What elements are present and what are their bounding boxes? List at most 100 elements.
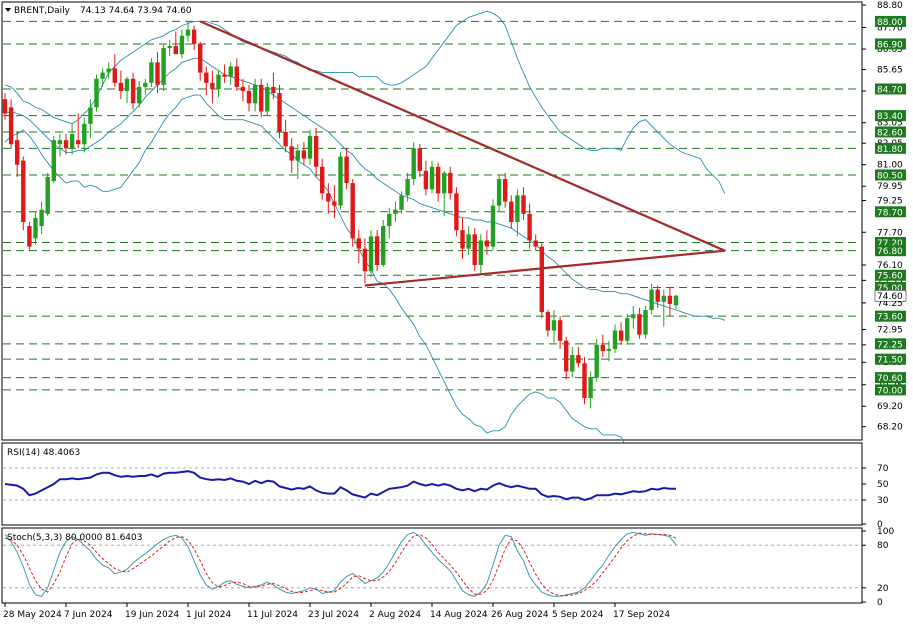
price-tick-label: 79.95: [877, 182, 903, 192]
candle-body-down: [472, 234, 477, 266]
candle-body-down: [344, 156, 349, 184]
level-tag: [875, 353, 906, 365]
candle-body-up: [429, 166, 435, 190]
price-tick-label: 81.00: [877, 161, 903, 171]
candle-body-down: [289, 146, 294, 161]
candle-body-down: [448, 172, 453, 194]
level-tag-label: 72.25: [877, 340, 903, 350]
price-tick-label: 76.10: [877, 261, 903, 271]
rsi-axis: 70 50 30 0: [862, 464, 889, 530]
last-price-tag: [874, 289, 907, 302]
date-tick-label: 23 Jul 2024: [308, 610, 359, 620]
candle-body-down: [240, 86, 246, 92]
candle-body-up: [88, 107, 93, 124]
candle-body-up: [551, 320, 557, 331]
rsi-tick-label: 50: [877, 480, 889, 490]
candle-body-up: [399, 195, 404, 210]
candle-body-up: [100, 72, 105, 79]
candle-body-up: [612, 330, 618, 349]
candle-body-up: [216, 74, 221, 89]
price-tick-label: 69.20: [877, 402, 903, 412]
candle-body-down: [155, 62, 160, 85]
candle-body-up: [490, 205, 496, 247]
stoch-tick-label: 0: [877, 598, 883, 608]
candle-body-up: [496, 179, 502, 206]
level-tag-label: 82.60: [877, 128, 903, 138]
date-tick-label: 1 Jul 2024: [186, 610, 231, 620]
price-tick-label: 74.25: [877, 299, 903, 309]
collapse-triangle-icon[interactable]: [5, 8, 11, 12]
candle-body-down: [8, 107, 14, 145]
candle-body-down: [545, 312, 551, 331]
stoch-axis: 100 80 20 0: [862, 527, 894, 608]
main-panel: 88.8087.7086.6585.6584.6083.0582.0581.00…: [1, 1, 907, 481]
level-tag: [875, 15, 906, 27]
level-tag-label: 73.60: [877, 313, 903, 323]
level-tag-label: 84.70: [877, 85, 903, 95]
stoch-signal-line: [4, 532, 677, 597]
date-tick-label: 14 Aug 2024: [430, 610, 488, 620]
candle-body-down: [618, 330, 624, 341]
main-panel-frame: [1, 1, 863, 441]
stoch-panel: 100 80 20 0 Stoch(5,3,3) 80.0000 81.6403: [1, 527, 894, 608]
candle-body-down: [204, 72, 209, 83]
level-tag-label: 88.00: [877, 18, 903, 28]
candle-body-down: [667, 295, 673, 304]
level-tag-label: 78.70: [877, 208, 903, 218]
bb-middle-line: [4, 57, 725, 321]
level-tag: [875, 38, 906, 50]
candle-body-down: [320, 166, 325, 194]
price-tick-label: 86.65: [877, 45, 903, 55]
candle-body-up: [185, 29, 191, 36]
candle-body-down: [350, 183, 355, 239]
candle-body-down: [2, 99, 8, 114]
trendline: [364, 249, 725, 287]
level-tag: [875, 372, 906, 384]
stoch-tick-label: 80: [877, 541, 889, 551]
candle-body-up: [625, 318, 630, 341]
candle-body-down: [246, 91, 252, 104]
level-tag-label: 70.60: [877, 374, 903, 384]
level-tag-label: 75.60: [877, 272, 903, 282]
candle-body-up: [265, 86, 270, 112]
candle-body-down: [259, 84, 264, 112]
candle-body-up: [368, 236, 374, 272]
candle-body-down: [222, 74, 227, 77]
level-tag: [875, 126, 906, 138]
main-title-group: BRENT,Daily 74.13 74.64 73.94 74.60: [5, 6, 192, 16]
candle-body-up: [631, 314, 636, 319]
trendlines: [199, 20, 726, 287]
price-tick-label: 85.65: [877, 66, 903, 76]
stoch-lines: [4, 531, 677, 597]
rsi-panel: 70 50 30 0 RSI(14) 48.4063: [1, 442, 889, 530]
candle-body-down: [118, 82, 124, 92]
level-tag: [875, 169, 906, 181]
candle-body-up: [594, 344, 599, 378]
rsi-tick-label: 70: [877, 464, 889, 474]
price-tick-label: 68.20: [877, 423, 903, 433]
price-axis: 88.8087.7086.6585.6584.6083.0582.0581.00…: [862, 1, 907, 433]
level-tag: [875, 142, 906, 154]
candle-body-up: [149, 62, 154, 83]
candle-body-up: [161, 48, 166, 85]
candle-body-up: [143, 82, 148, 87]
level-tag-label: 71.50: [877, 356, 903, 366]
candle-body-up: [51, 140, 56, 182]
candle-body-down: [326, 193, 331, 202]
candle-body-down: [21, 160, 26, 223]
candle-body-down: [527, 213, 532, 241]
rsi-guides: [3, 467, 861, 501]
level-tag: [875, 236, 906, 248]
candle-body-up: [588, 377, 593, 399]
candle-body-up: [405, 179, 410, 196]
level-tag: [875, 110, 906, 122]
candle-body-down: [27, 226, 32, 247]
candle-body-up: [137, 86, 142, 104]
level-tag-label: 70.00: [877, 386, 903, 396]
stoch-tick-label: 20: [877, 584, 889, 594]
candle-body-up: [69, 134, 75, 149]
candle-body-up: [466, 234, 471, 249]
rsi-series-line: [4, 470, 676, 502]
price-tick-label: 75.35: [877, 276, 903, 286]
